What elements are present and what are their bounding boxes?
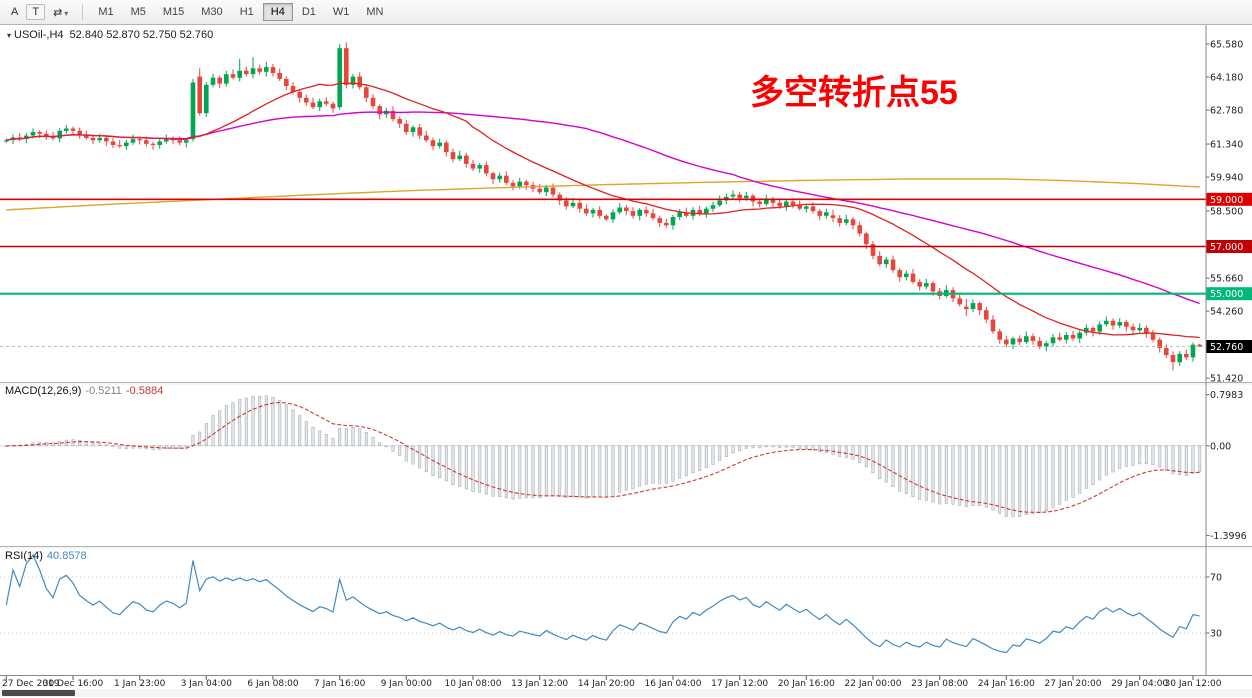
timeframe-m15[interactable]: M15 xyxy=(162,6,185,18)
toolbar: A T ⇄ ▾ M1 M5 M15 M30 H1 H4 D1 W1 MN xyxy=(0,0,1252,25)
svg-text:64.180: 64.180 xyxy=(1210,73,1243,84)
text-tool-button[interactable]: T xyxy=(26,4,46,20)
horizontal-scrollbar-thumb[interactable] xyxy=(2,690,75,696)
svg-text:10 Jan 08:00: 10 Jan 08:00 xyxy=(445,679,502,689)
chevron-down-icon: ▾ xyxy=(64,8,69,18)
svg-text:59.940: 59.940 xyxy=(1210,173,1243,184)
svg-text:0.7983: 0.7983 xyxy=(1210,390,1243,401)
svg-text:24 Jan 16:00: 24 Jan 16:00 xyxy=(978,679,1035,689)
ma-slow-orange xyxy=(6,178,1200,211)
svg-text:9 Jan 00:00: 9 Jan 00:00 xyxy=(381,679,433,689)
svg-text:22 Jan 00:00: 22 Jan 00:00 xyxy=(845,679,902,689)
svg-text:16 Jan 04:00: 16 Jan 04:00 xyxy=(645,679,702,689)
svg-text:27 Dec 2019: 27 Dec 2019 xyxy=(2,679,60,689)
price-badge xyxy=(1206,240,1252,253)
svg-text:17 Jan 12:00: 17 Jan 12:00 xyxy=(711,679,768,689)
timeframe-m30[interactable]: M30 xyxy=(201,6,223,18)
svg-text:6 Jan 08:00: 6 Jan 08:00 xyxy=(247,679,299,689)
svg-text:70: 70 xyxy=(1210,573,1222,584)
timeframe-m1[interactable]: M1 xyxy=(98,6,114,18)
svg-text:20 Jan 16:00: 20 Jan 16:00 xyxy=(778,679,835,689)
cycle-tool-button[interactable]: ⇄ ▾ xyxy=(46,3,75,22)
svg-text:30 Jan 12:00: 30 Jan 12:00 xyxy=(1165,679,1222,689)
candlesticks xyxy=(4,42,1202,371)
svg-text:54.260: 54.260 xyxy=(1210,307,1243,318)
ma-fast-red xyxy=(6,82,1200,339)
macd-histogram xyxy=(4,395,1202,517)
svg-text:57.000: 57.000 xyxy=(1210,242,1243,253)
svg-text:27 Jan 20:00: 27 Jan 20:00 xyxy=(1045,679,1102,689)
cycle-icon: ⇄ xyxy=(53,6,63,19)
price-badge xyxy=(1206,192,1252,206)
svg-text:7 Jan 16:00: 7 Jan 16:00 xyxy=(314,679,366,689)
svg-text:1 Jan 23:00: 1 Jan 23:00 xyxy=(114,679,166,689)
price-badge xyxy=(1206,287,1252,301)
timeframe-h1[interactable]: H1 xyxy=(239,6,254,18)
svg-text:29 Jan 04:00: 29 Jan 04:00 xyxy=(1111,679,1168,689)
horizontal-scrollbar-track[interactable] xyxy=(0,689,1252,697)
svg-text:62.780: 62.780 xyxy=(1210,106,1243,117)
svg-text:55.000: 55.000 xyxy=(1210,289,1243,300)
chart-window: 65.580 64.180 62.780 61.340 59.940 58.500 55.6… xyxy=(0,25,1252,697)
svg-text:55.660: 55.660 xyxy=(1210,274,1243,285)
chart-canvas[interactable]: 65.580 64.180 62.780 61.340 59.940 58.500 55.6… xyxy=(0,25,1252,697)
timeframe-d1[interactable]: D1 xyxy=(301,6,316,18)
macd-signal-line xyxy=(6,401,1200,513)
svg-text:0.00: 0.00 xyxy=(1210,441,1231,452)
arrow-tool-button[interactable]: A xyxy=(11,6,19,18)
rsi-line xyxy=(5,553,1200,654)
svg-text:65.580: 65.580 xyxy=(1210,39,1243,50)
price-badge xyxy=(1206,340,1252,353)
svg-text:59.000: 59.000 xyxy=(1210,195,1243,206)
svg-text:61.340: 61.340 xyxy=(1210,140,1243,151)
toolbar-separator xyxy=(82,4,84,20)
svg-text:52.760: 52.760 xyxy=(1210,342,1243,353)
timeframe-mn[interactable]: MN xyxy=(366,6,384,18)
svg-text:30 Dec 16:00: 30 Dec 16:00 xyxy=(43,679,104,689)
svg-text:51.420: 51.420 xyxy=(1210,374,1243,385)
svg-text:23 Jan 08:00: 23 Jan 08:00 xyxy=(911,679,968,689)
svg-text:13 Jan 12:00: 13 Jan 12:00 xyxy=(511,679,568,689)
svg-text:-1.3996: -1.3996 xyxy=(1210,531,1247,542)
timeframe-w1[interactable]: W1 xyxy=(332,6,350,18)
svg-text:58.500: 58.500 xyxy=(1210,207,1243,218)
timeframe-h4[interactable]: H4 xyxy=(262,3,293,21)
timeframe-m5[interactable]: M5 xyxy=(130,6,146,18)
svg-text:30: 30 xyxy=(1210,629,1222,640)
svg-text:3 Jan 04:00: 3 Jan 04:00 xyxy=(181,679,233,689)
svg-text:14 Jan 20:00: 14 Jan 20:00 xyxy=(578,679,635,689)
